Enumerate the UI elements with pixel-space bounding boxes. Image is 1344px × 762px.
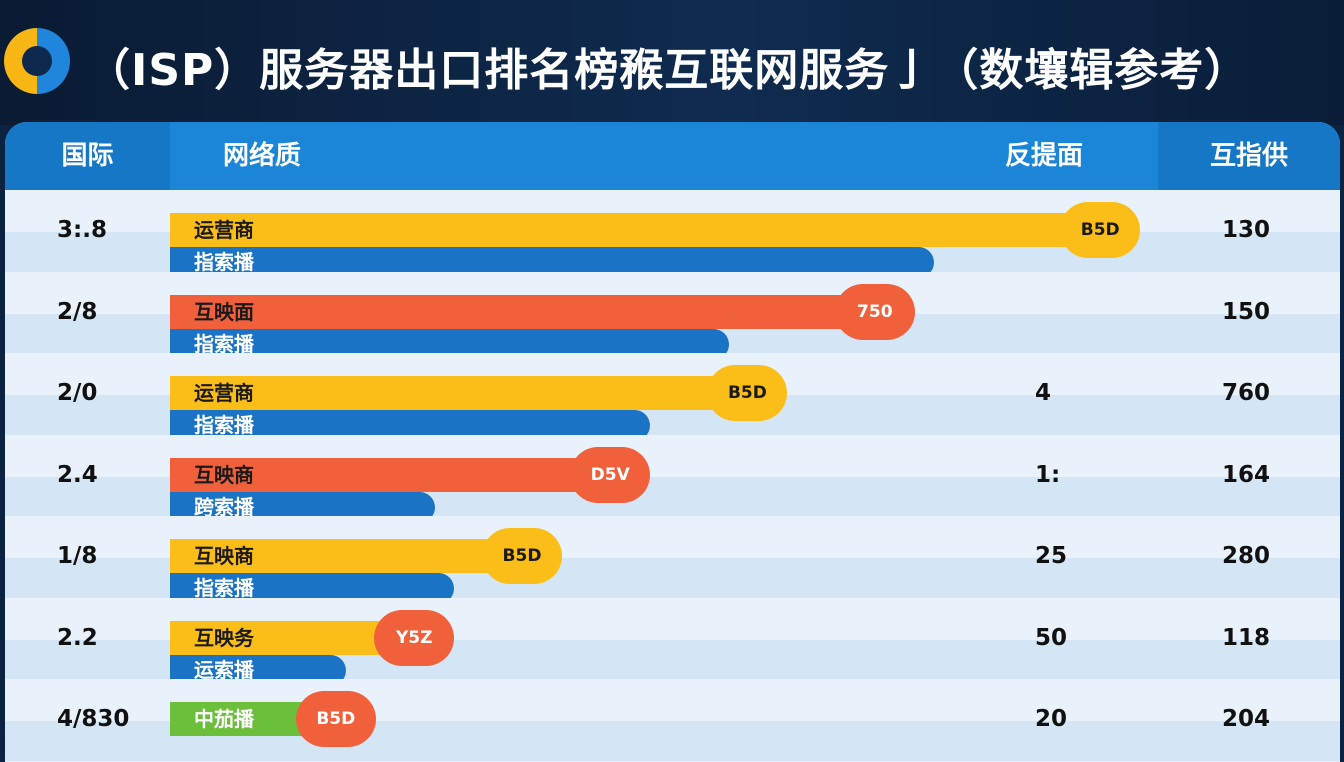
value-badge: B5D: [1060, 202, 1141, 258]
rank-value: 2.4: [57, 461, 98, 488]
top-bar: 互映务: [170, 620, 415, 655]
value-badge: B5D: [295, 691, 376, 747]
header-col-2: 网络质: [223, 141, 302, 171]
col4-value: 150: [1222, 298, 1271, 325]
chart-title: （ISP）服务器出口排名榜䂉互联网服务⼅（数壤辑参考）: [86, 45, 1250, 96]
col3-value: 50: [1035, 624, 1068, 651]
top-bar: 运营商: [170, 213, 1101, 247]
rank-value: 2.2: [57, 624, 98, 651]
col3-value: 4: [1035, 380, 1052, 406]
rank-value: 4/830: [57, 706, 130, 732]
col4-value: 130: [1222, 217, 1271, 243]
title-band: （ISP）服务器出口排名榜䂉互联网服务⼅（数壤辑参考）: [0, 0, 1344, 125]
value-badge: Y5Z: [374, 609, 455, 666]
ranking-table: 国际 网络质 反提面 互指供 3:.8 130 运营商 指索播 B5D 2/8 150 互映面…: [5, 122, 1340, 762]
top-bar: 互映商: [170, 539, 522, 573]
rank-value: 2/8: [57, 298, 98, 325]
top-bar: 运营商: [170, 376, 748, 410]
col3-value: 20: [1035, 706, 1068, 732]
value-badge: 750: [834, 283, 915, 340]
col4-value: 760: [1222, 380, 1271, 406]
value-badge: B5D: [707, 365, 788, 421]
top-bar: 互映商: [170, 457, 611, 492]
col4-value: 204: [1222, 706, 1271, 732]
col4-value: 118: [1222, 624, 1271, 651]
rank-value: 3:.8: [57, 217, 107, 243]
header-col-4: 互指供: [1158, 122, 1340, 190]
top-bar: 互映面: [170, 294, 875, 329]
header-col-3: 反提面: [1005, 141, 1084, 171]
rank-value: 2/0: [57, 380, 98, 406]
col4-value: 280: [1222, 543, 1271, 569]
value-badge: B5D: [482, 528, 562, 584]
table-header: 国际 网络质 反提面 互指供: [5, 122, 1340, 190]
ring-logo-icon: [4, 28, 70, 94]
header-col-1: 国际: [5, 122, 170, 190]
col3-value: 1:: [1035, 461, 1061, 488]
rank-value: 1/8: [57, 543, 98, 569]
col4-value: 164: [1222, 461, 1271, 488]
col3-value: 25: [1035, 543, 1068, 569]
value-badge: D5V: [570, 446, 651, 503]
